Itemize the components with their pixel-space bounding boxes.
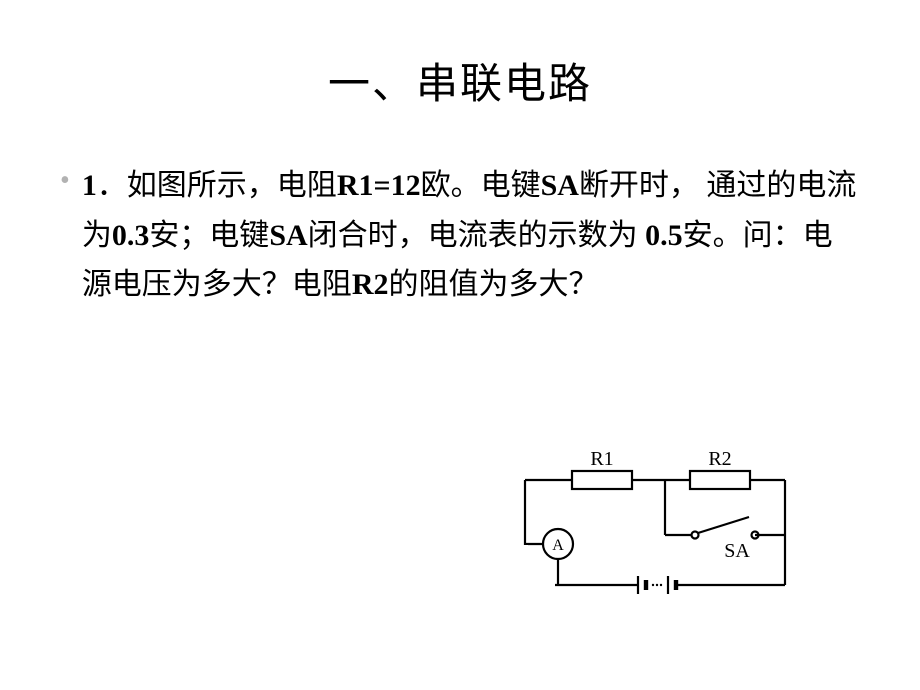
text-part: ．如图所示，电阻: [97, 169, 337, 202]
circuit-svg: R1 R2 A SA: [510, 440, 800, 605]
problem-text: 1．如图所示，电阻R1=12欧。电键SA断开时， 通过的电流为0.3安；电键SA…: [82, 161, 860, 310]
text-part: 欧。电键: [421, 169, 541, 202]
r1-equation: R1=12: [337, 169, 421, 202]
content-row: • 1．如图所示，电阻R1=12欧。电键SA断开时， 通过的电流为0.3安；电键…: [60, 161, 860, 310]
current-2: 0.5: [645, 219, 683, 252]
svg-text:A: A: [552, 537, 564, 554]
sa-label: SA: [541, 169, 579, 202]
text-part: 安；电键: [149, 219, 269, 252]
slide-container: 一、串联电路 • 1．如图所示，电阻R1=12欧。电键SA断开时， 通过的电流为…: [0, 0, 920, 690]
text-part: 闭合时，电流表的示数为: [308, 219, 646, 252]
r2-label: R2: [352, 268, 389, 301]
text-part: 的阻值为多大？: [388, 268, 598, 301]
bullet-icon: •: [60, 167, 70, 195]
sa-label-2: SA: [269, 219, 307, 252]
circuit-diagram: R1 R2 A SA: [510, 440, 800, 605]
svg-text:R2: R2: [708, 448, 731, 470]
current-1: 0.3: [112, 219, 150, 252]
svg-text:SA: SA: [724, 540, 750, 562]
problem-number: 1: [82, 169, 97, 202]
svg-text:R1: R1: [590, 448, 613, 470]
page-title: 一、串联电路: [60, 50, 860, 111]
